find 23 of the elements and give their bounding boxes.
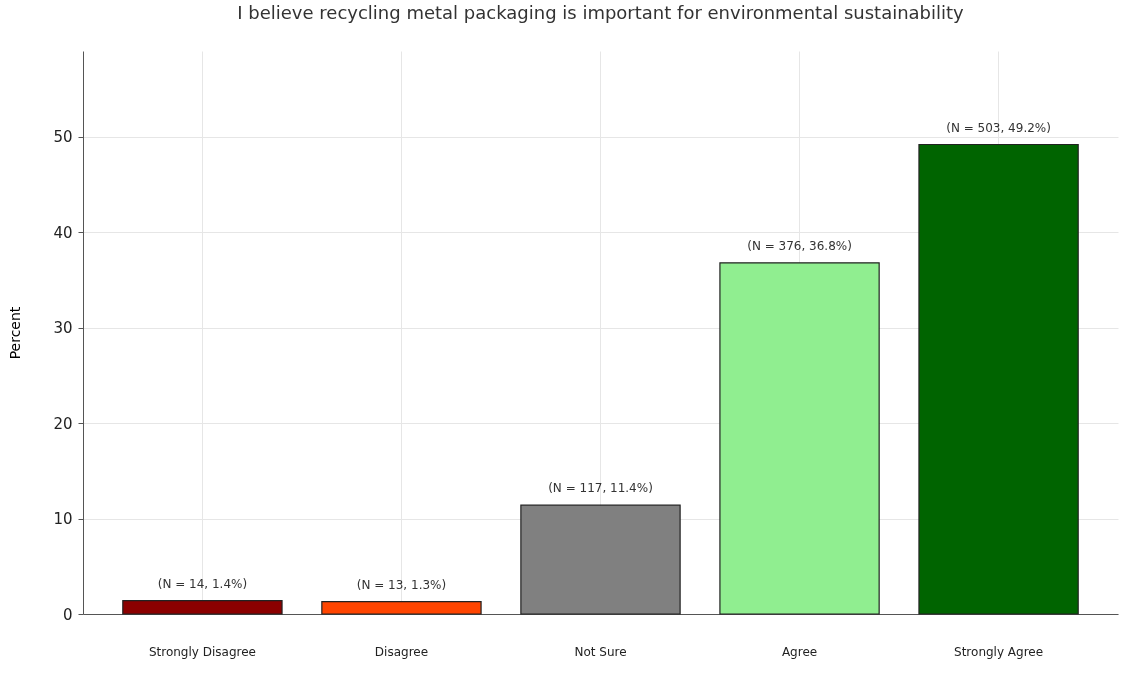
y-tick-label: 50 bbox=[53, 128, 73, 147]
data-label: (N = 503, 49.2%) bbox=[946, 120, 1051, 135]
x-tick-label: Not Sure bbox=[574, 644, 627, 659]
y-tick-label: 10 bbox=[53, 510, 73, 529]
chart-title: I believe recycling metal packaging is important for environmental sustainability bbox=[237, 2, 965, 23]
bar bbox=[918, 143, 1079, 615]
bar bbox=[122, 600, 283, 615]
data-label: (N = 14, 1.4%) bbox=[157, 576, 248, 591]
data-label: (N = 13, 1.3%) bbox=[356, 577, 447, 592]
bar bbox=[520, 504, 681, 615]
y-tick-label: 0 bbox=[62, 605, 73, 624]
bar bbox=[321, 600, 482, 615]
bar bbox=[719, 262, 880, 615]
data-label: (N = 376, 36.8%) bbox=[747, 238, 852, 253]
y-axis-title: Percent bbox=[7, 306, 24, 360]
x-tick-label: Agree bbox=[781, 644, 818, 659]
x-tick-label: Strongly Disagree bbox=[148, 644, 256, 659]
x-tick-label: Strongly Agree bbox=[954, 644, 1044, 659]
data-label: (N = 117, 11.4%) bbox=[548, 481, 653, 496]
y-tick-label: 20 bbox=[53, 414, 73, 433]
y-tick-label: 30 bbox=[53, 319, 73, 338]
x-tick-label: Disagree bbox=[374, 644, 429, 659]
y-tick-label: 40 bbox=[53, 223, 73, 242]
